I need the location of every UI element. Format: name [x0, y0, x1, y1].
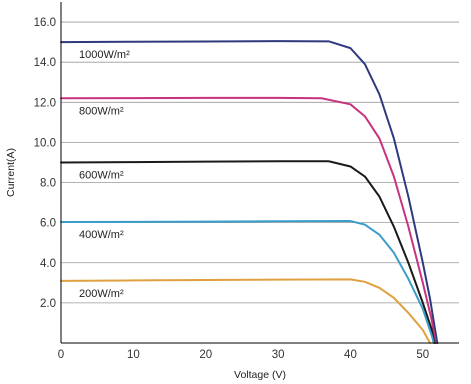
y-tick-label-6: 14.0 — [34, 57, 56, 69]
series-label-2: 600W/m² — [79, 169, 124, 181]
series-label-1: 800W/m² — [79, 105, 124, 117]
x-tick-label-4: 40 — [344, 349, 357, 361]
x-tick-label-1: 10 — [127, 349, 140, 361]
series-labels: 1000W/m² 800W/m² 600W/m² 400W/m² 200W/m² — [79, 49, 130, 300]
x-axis-title: Voltage (V) — [234, 369, 286, 381]
x-tick-label-0: 0 — [58, 349, 64, 361]
series-lines — [60, 40, 439, 344]
y-tick-label-3: 8.0 — [40, 178, 56, 190]
y-tick-label-4: 10.0 — [34, 137, 56, 149]
x-tick-label-3: 30 — [272, 349, 285, 361]
series-label-4: 200W/m² — [79, 288, 124, 300]
y-tick-label-1: 4.0 — [40, 258, 56, 270]
series-line-1 — [60, 96, 437, 344]
y-tick-label-5: 12.0 — [34, 97, 56, 109]
series-line-2 — [60, 160, 436, 344]
y-tick-label-7: 16.0 — [34, 17, 56, 29]
series-line-0 — [60, 40, 439, 344]
series-label-0: 1000W/m² — [79, 49, 130, 61]
y-axis-title: Current(A) — [5, 148, 17, 197]
y-tick-labels: 2.0 4.0 6.0 8.0 10.0 12.0 14.0 16.0 — [34, 17, 56, 310]
series-line-4 — [60, 278, 432, 344]
axes — [60, 2, 459, 344]
x-tick-label-5: 50 — [416, 349, 429, 361]
x-tick-labels: 0 10 20 30 40 50 — [58, 349, 429, 361]
y-tick-label-2: 6.0 — [40, 218, 56, 230]
series-line-3 — [60, 220, 435, 344]
series-label-3: 400W/m² — [79, 229, 124, 241]
x-tick-label-2: 20 — [199, 349, 212, 361]
y-tick-label-0: 2.0 — [40, 298, 56, 310]
